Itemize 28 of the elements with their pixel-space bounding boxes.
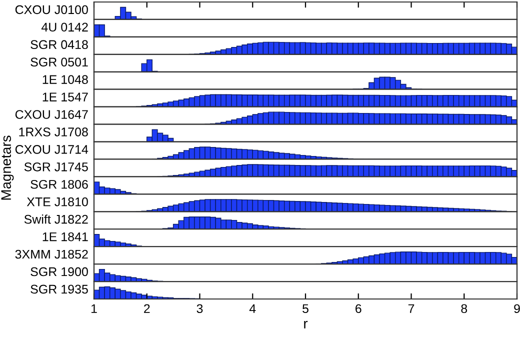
y-axis-title: CXOU J0100 — [15, 5, 88, 14]
y-axis-title: 1E 1547 — [42, 92, 88, 102]
y-axis-title: SGR 1900 — [30, 267, 88, 276]
y-axis-title: 3XMM J1852 — [15, 250, 88, 259]
y-axis-title: CXOU J1714 — [15, 145, 88, 154]
x-tick-label: 8 — [461, 304, 468, 314]
y-axis-title: SGR 0501 — [30, 58, 88, 67]
y-axis-title: SGR 1935 — [30, 284, 88, 294]
y-axis-title: SGR 0418 — [30, 40, 88, 50]
y-axis-title: SGR J1745 — [24, 162, 88, 172]
x-tick-label: 6 — [356, 304, 362, 314]
y-axis-title: 4U 0142 — [41, 22, 88, 32]
x-tick-label: 2 — [144, 304, 150, 313]
x-tick-label: 4 — [249, 304, 256, 313]
y-axis-title: Swift J1822 — [24, 214, 88, 224]
y-axis-title: 1E 1841 — [42, 232, 88, 242]
x-tick-label: 3 — [196, 304, 203, 314]
y-axis-title: XTE J1810 — [26, 197, 88, 206]
x-tick-label: 9 — [514, 304, 520, 314]
x-tick-label: 1 — [91, 304, 97, 313]
y-axis-title: SGR 1806 — [30, 180, 88, 189]
x-tick-label: 7 — [408, 304, 414, 313]
x-tick-label: 5 — [302, 304, 308, 314]
y-axis-title: 1E 1048 — [42, 75, 88, 84]
x-axis-title: r — [304, 320, 308, 328]
y-axis-title: 1RXS J1708 — [19, 128, 88, 136]
y-axis-title: CXOU J1647 — [15, 110, 88, 119]
text: Magnetars — [1, 136, 14, 200]
